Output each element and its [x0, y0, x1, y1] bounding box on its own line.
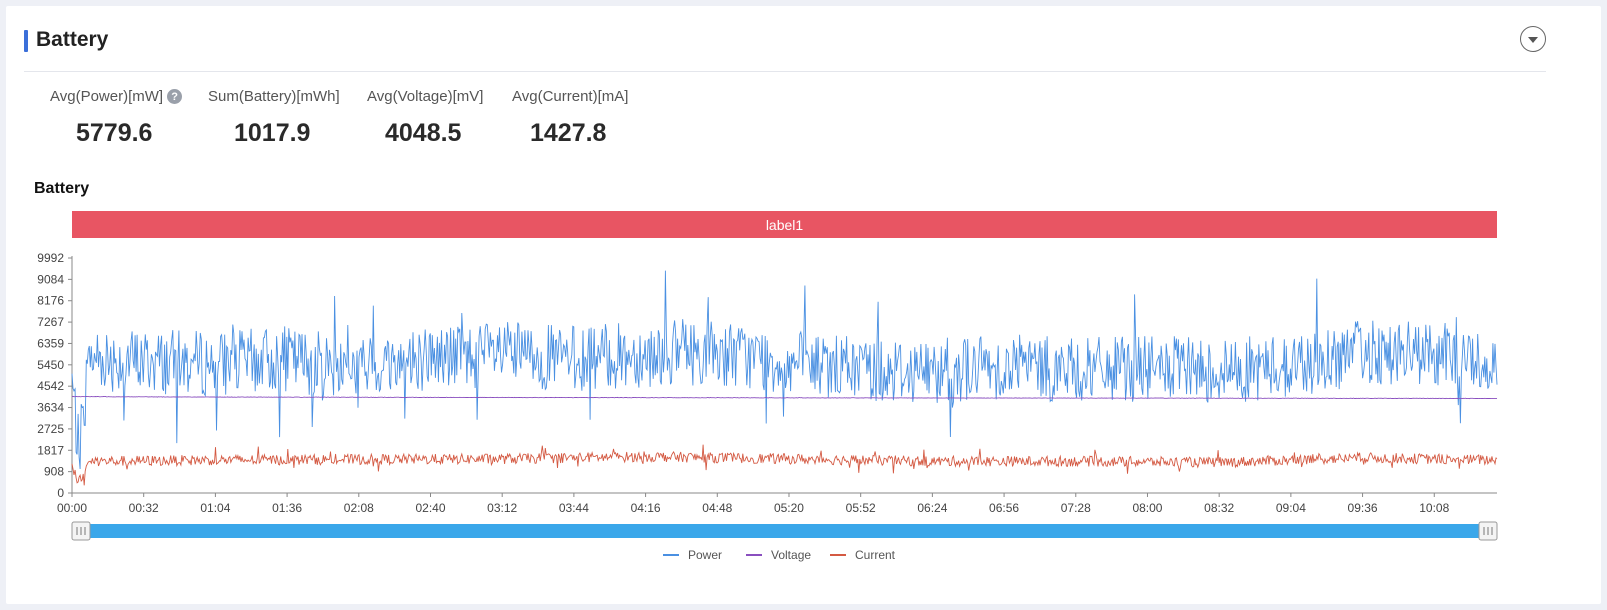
- x-tick-label: 01:04: [200, 501, 230, 515]
- y-tick-label: 6359: [37, 336, 64, 350]
- legend-label-current[interactable]: Current: [855, 548, 896, 562]
- stat-avg-current: Avg(Current)[mA] 1427.8: [512, 88, 628, 148]
- stat-value: 1427.8: [530, 119, 607, 147]
- stat-label: Avg(Power)[mW]: [50, 88, 164, 105]
- x-tick-label: 01:36: [272, 501, 302, 515]
- y-tick-label: 908: [44, 465, 64, 479]
- x-tick-label: 03:12: [487, 501, 517, 515]
- stat-label: Avg(Voltage)[mV]: [367, 88, 484, 105]
- collapse-button[interactable]: [1520, 26, 1546, 52]
- help-icon[interactable]: ?: [167, 89, 183, 104]
- y-tick-label: 3634: [37, 401, 64, 415]
- battery-chart: 0 908 1817 2725 3634 4542 5450 6359 7267 8176 9084…: [37, 251, 1498, 562]
- x-tick-label: 09:04: [1276, 501, 1306, 515]
- x-tick-label: 04:16: [631, 501, 661, 515]
- series-line-voltage: [71, 395, 1498, 400]
- x-tick-label: 00:00: [57, 501, 87, 515]
- x-tick-label: 09:36: [1348, 501, 1378, 515]
- x-tick-label: 07:28: [1061, 501, 1091, 515]
- x-tick-label: 08:32: [1204, 501, 1234, 515]
- y-tick-label: 9992: [37, 251, 64, 265]
- panel-header: Battery: [24, 16, 1546, 72]
- y-tick-label: 0: [57, 486, 64, 500]
- legend-label-power[interactable]: Power: [688, 548, 722, 562]
- y-tick-label: 7267: [37, 315, 64, 329]
- stat-label: Sum(Battery)[mWh]: [208, 88, 340, 105]
- x-tick-label: 02:08: [344, 501, 374, 515]
- stat-value: 4048.5: [385, 119, 462, 147]
- stat-avg-power: Avg(Power)[mW] ? 5779.6: [50, 88, 183, 148]
- x-tick-label: 10:08: [1419, 501, 1449, 515]
- header-accent-bar: [24, 30, 28, 52]
- x-tick-label: 00:32: [129, 501, 159, 515]
- y-tick-label: 4542: [37, 379, 64, 393]
- stat-avg-voltage: Avg(Voltage)[mV] 4048.5: [367, 88, 483, 148]
- x-tick-label: 06:56: [989, 501, 1019, 515]
- legend-label-voltage[interactable]: Voltage: [771, 548, 811, 562]
- chart-title: Battery: [34, 180, 90, 197]
- y-tick-label: 1817: [37, 443, 64, 457]
- panel-title: Battery: [36, 28, 109, 51]
- stat-value: 1017.9: [234, 119, 311, 147]
- x-tick-label: 03:44: [559, 501, 589, 515]
- x-tick-label: 02:40: [415, 501, 445, 515]
- zoom-slider-track[interactable]: [72, 524, 1497, 538]
- y-tick-label: 5450: [37, 358, 64, 372]
- series-line-current: [71, 444, 1498, 486]
- y-tick-label: 9084: [37, 272, 64, 286]
- x-tick-label: 05:52: [846, 501, 876, 515]
- stat-value: 5779.6: [76, 119, 153, 147]
- stat-sum-battery: Sum(Battery)[mWh] 1017.9: [208, 88, 340, 148]
- x-tick-label: 08:00: [1132, 501, 1162, 515]
- x-tick-label: 06:24: [917, 501, 947, 515]
- x-tick-label: 04:48: [702, 501, 732, 515]
- chevron-down-icon: [1528, 37, 1538, 43]
- x-tick-label: 05:20: [774, 501, 804, 515]
- y-tick-label: 8176: [37, 294, 64, 308]
- series-line-power: [71, 270, 1498, 470]
- y-tick-label: 2725: [37, 422, 64, 436]
- stat-label: Avg(Current)[mA]: [512, 88, 629, 105]
- label-band[interactable]: label1: [72, 211, 1497, 238]
- battery-card: Battery Avg(Power)[mW] ? 5779.6 Sum(Batt…: [6, 6, 1601, 604]
